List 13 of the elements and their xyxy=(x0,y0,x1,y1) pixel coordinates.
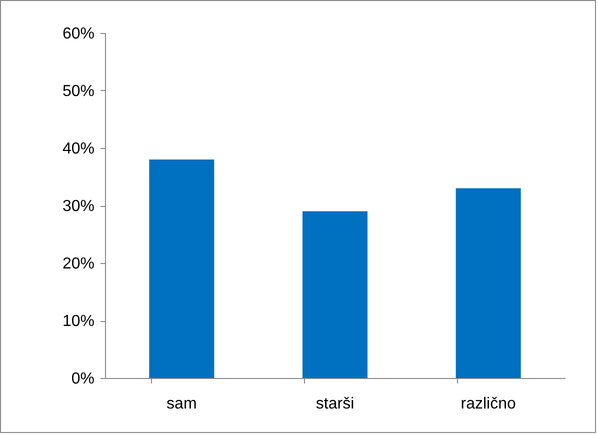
y-tick-label: 30% xyxy=(62,198,94,215)
x-tick-label: sam xyxy=(166,396,197,412)
y-tick-label: 20% xyxy=(62,256,94,272)
y-tick-label: 60% xyxy=(62,26,94,42)
x-tick-label: starši xyxy=(316,396,354,412)
y-tick-label: 40% xyxy=(62,140,94,158)
bar xyxy=(302,211,368,378)
y-tick-label: 0% xyxy=(71,370,94,388)
bar xyxy=(456,188,521,378)
x-tick-label: različno xyxy=(460,396,516,412)
bar xyxy=(149,160,214,378)
y-tick-label: 10% xyxy=(62,313,94,330)
y-tick-label: 50% xyxy=(62,83,94,100)
